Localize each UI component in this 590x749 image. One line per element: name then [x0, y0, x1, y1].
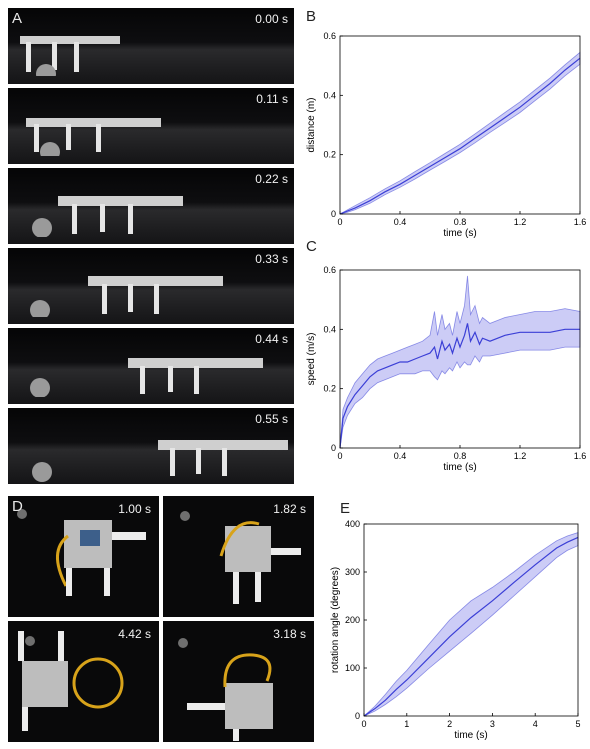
chart-speed: 0 0.4 0.8 1.2 1.6 0 0.2 0.4 0.6 time (s) speed (m/… — [306, 265, 586, 473]
robot-image — [12, 26, 122, 84]
robot-image — [178, 638, 273, 741]
timestamp: 3.18 s — [273, 627, 306, 641]
x-axis-label: time (s) — [454, 730, 487, 741]
frame-5: 0.44 s — [8, 328, 294, 404]
top-view-2: 1.82 s — [163, 496, 314, 617]
x-axis-label: time (s) — [443, 462, 476, 473]
robot-image — [28, 182, 188, 238]
x-tick-label: 3 — [490, 719, 495, 729]
y-tick-label: 0.2 — [323, 150, 336, 160]
x-tick-label: 1 — [404, 719, 409, 729]
panel-letter-c: C — [306, 238, 317, 255]
robot-image — [16, 106, 166, 162]
frame-6: 0.55 s — [8, 408, 294, 484]
x-tick-label: 0.4 — [394, 217, 407, 227]
x-tick-label: 1.2 — [514, 217, 527, 227]
x-tick-label: 0 — [337, 451, 342, 461]
y-axis-label: distance (m) — [306, 97, 317, 152]
panel-letter-a: A — [12, 10, 23, 27]
y-tick-label: 300 — [345, 567, 360, 577]
timestamp: 0.55 s — [255, 412, 288, 426]
frame-1: 0.00 s — [8, 8, 294, 84]
top-view-1: 1.00 s — [8, 496, 159, 617]
y-tick-label: 100 — [345, 663, 360, 673]
timestamp: 0.11 s — [256, 92, 288, 106]
y-axis-label: rotation angle (degrees) — [330, 567, 341, 673]
mean-line — [339, 323, 580, 449]
timestamp: 1.82 s — [273, 502, 306, 516]
y-tick-label: 0 — [331, 443, 336, 453]
robot-image — [18, 631, 124, 731]
x-tick-label: 1.6 — [574, 217, 586, 227]
timestamp: 0.44 s — [255, 332, 288, 346]
robot-image — [28, 422, 290, 482]
x-tick-label: 2 — [447, 719, 452, 729]
y-tick-label: 200 — [345, 615, 360, 625]
y-tick-label: 400 — [345, 519, 360, 529]
timestamp: 1.00 s — [118, 502, 151, 516]
mean-line — [363, 536, 579, 717]
panel-d-photo-grid: 1.00 s 1.82 s 4.42 s 3.18 s D — [8, 496, 314, 742]
robot-image — [180, 511, 301, 604]
y-tick-label: 0.2 — [323, 384, 336, 394]
x-tick-label: 0.4 — [394, 451, 407, 461]
frame-4: 0.33 s — [8, 248, 294, 324]
std-band — [339, 51, 581, 215]
robot-image — [28, 262, 228, 320]
y-tick-label: 0.6 — [323, 31, 336, 41]
y-tick-label: 0.4 — [323, 324, 336, 334]
robot-image — [28, 342, 268, 398]
chart-distance: 0 0.4 0.8 1.2 1.6 0 0.2 0.4 0.6 time (s) distance … — [306, 31, 586, 239]
top-view-3: 4.42 s — [8, 621, 159, 742]
x-tick-label: 0 — [361, 719, 366, 729]
x-tick-label: 1.2 — [514, 451, 527, 461]
x-tick-label: 0 — [337, 217, 342, 227]
panel-a-photo-strip: 0.00 s 0.11 s 0.22 s 0.33 s 0.44 s 0.55 … — [8, 8, 294, 486]
x-tick-label: 0.8 — [454, 451, 467, 461]
y-tick-label: 0 — [331, 209, 336, 219]
timestamp: 0.33 s — [255, 252, 288, 266]
x-axis-label: time (s) — [443, 228, 476, 239]
y-tick-label: 0 — [355, 711, 360, 721]
panel-letter-b: B — [306, 8, 317, 25]
std-band — [339, 275, 581, 449]
panel-letter-e: E — [340, 500, 351, 517]
y-tick-label: 0.4 — [323, 90, 336, 100]
timestamp: 0.00 s — [255, 12, 288, 26]
x-tick-label: 5 — [575, 719, 580, 729]
axes-frame — [339, 35, 581, 215]
timestamp: 4.42 s — [118, 627, 151, 641]
x-tick-label: 4 — [533, 719, 538, 729]
top-view-4: 3.18 s — [163, 621, 314, 742]
timestamp: 0.22 s — [255, 172, 288, 186]
robot-image — [17, 509, 146, 596]
chart-rotation: 0 1 2 3 4 5 0 100 200 300 400 time (s) rotation angl… — [330, 519, 581, 741]
y-axis-label: speed (m/s) — [306, 333, 317, 386]
frame-3: 0.22 s — [8, 168, 294, 244]
x-tick-label: 0.8 — [454, 217, 467, 227]
panel-letter-d: D — [12, 498, 23, 515]
mean-line — [339, 57, 581, 215]
std-band — [363, 532, 579, 717]
y-tick-label: 0.6 — [323, 265, 336, 275]
frame-2: 0.11 s — [8, 88, 294, 164]
x-tick-label: 1.6 — [574, 451, 586, 461]
